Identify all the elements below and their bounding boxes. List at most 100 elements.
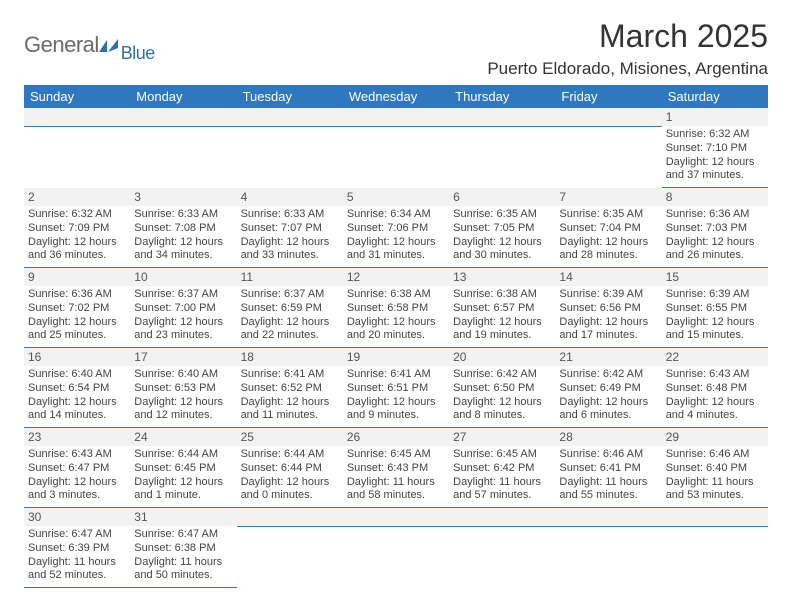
sunrise-text: Sunrise: 6:47 AM <box>28 528 126 542</box>
detail-row: Sunrise: 6:40 AMSunset: 6:54 PMDaylight:… <box>24 366 768 428</box>
sunset-text: Sunset: 7:10 PM <box>666 142 764 156</box>
day-detail-cell: Sunrise: 6:34 AMSunset: 7:06 PMDaylight:… <box>343 206 449 268</box>
day-number-cell: 22 <box>662 348 768 367</box>
day-detail-cell: Sunrise: 6:32 AMSunset: 7:10 PMDaylight:… <box>662 126 768 188</box>
daylight-text: Daylight: 12 hours and 31 minutes. <box>347 236 445 264</box>
day-number-cell: 1 <box>662 108 768 126</box>
day-number-cell <box>237 108 343 126</box>
day-number-cell: 24 <box>130 428 236 447</box>
sunrise-text: Sunrise: 6:37 AM <box>241 288 339 302</box>
sunset-text: Sunset: 7:09 PM <box>28 222 126 236</box>
daynum-row: 2345678 <box>24 188 768 207</box>
sunrise-text: Sunrise: 6:33 AM <box>134 208 232 222</box>
daylight-text: Daylight: 11 hours and 53 minutes. <box>666 476 764 504</box>
sunrise-text: Sunrise: 6:45 AM <box>453 448 551 462</box>
day-number-cell: 7 <box>555 188 661 207</box>
weekday-header: Saturday <box>662 85 768 108</box>
weekday-header: Friday <box>555 85 661 108</box>
day-detail-cell: Sunrise: 6:38 AMSunset: 6:58 PMDaylight:… <box>343 286 449 348</box>
sunrise-text: Sunrise: 6:34 AM <box>347 208 445 222</box>
day-detail-cell: Sunrise: 6:32 AMSunset: 7:09 PMDaylight:… <box>24 206 130 268</box>
weekday-header-row: Sunday Monday Tuesday Wednesday Thursday… <box>24 85 768 108</box>
day-number-cell: 19 <box>343 348 449 367</box>
day-number-cell <box>449 508 555 527</box>
day-number-cell: 23 <box>24 428 130 447</box>
sunset-text: Sunset: 7:08 PM <box>134 222 232 236</box>
daylight-text: Daylight: 12 hours and 20 minutes. <box>347 316 445 344</box>
daylight-text: Daylight: 12 hours and 4 minutes. <box>666 396 764 424</box>
sunset-text: Sunset: 6:45 PM <box>134 462 232 476</box>
sunrise-text: Sunrise: 6:40 AM <box>134 368 232 382</box>
day-number-cell <box>237 508 343 527</box>
sunset-text: Sunset: 7:06 PM <box>347 222 445 236</box>
sunrise-text: Sunrise: 6:43 AM <box>666 368 764 382</box>
sunset-text: Sunset: 6:50 PM <box>453 382 551 396</box>
weekday-header: Tuesday <box>237 85 343 108</box>
day-number-cell <box>24 108 130 126</box>
day-number-cell <box>555 508 661 527</box>
page-title: March 2025 <box>487 18 768 55</box>
sunrise-text: Sunrise: 6:32 AM <box>666 128 764 142</box>
day-detail-cell: Sunrise: 6:41 AMSunset: 6:51 PMDaylight:… <box>343 366 449 428</box>
daylight-text: Daylight: 11 hours and 52 minutes. <box>28 556 126 584</box>
day-number-cell: 14 <box>555 268 661 287</box>
day-detail-cell: Sunrise: 6:44 AMSunset: 6:44 PMDaylight:… <box>237 446 343 508</box>
day-number-cell: 9 <box>24 268 130 287</box>
day-number-cell: 17 <box>130 348 236 367</box>
sunrise-text: Sunrise: 6:38 AM <box>453 288 551 302</box>
day-detail-cell: Sunrise: 6:42 AMSunset: 6:49 PMDaylight:… <box>555 366 661 428</box>
sunrise-text: Sunrise: 6:36 AM <box>28 288 126 302</box>
day-number-cell: 26 <box>343 428 449 447</box>
daylight-text: Daylight: 12 hours and 12 minutes. <box>134 396 232 424</box>
sunrise-text: Sunrise: 6:37 AM <box>134 288 232 302</box>
sunset-text: Sunset: 6:58 PM <box>347 302 445 316</box>
daylight-text: Daylight: 12 hours and 28 minutes. <box>559 236 657 264</box>
daylight-text: Daylight: 11 hours and 55 minutes. <box>559 476 657 504</box>
daylight-text: Daylight: 12 hours and 11 minutes. <box>241 396 339 424</box>
sunrise-text: Sunrise: 6:43 AM <box>28 448 126 462</box>
daynum-row: 9101112131415 <box>24 268 768 287</box>
detail-row: Sunrise: 6:47 AMSunset: 6:39 PMDaylight:… <box>24 526 768 588</box>
weekday-header: Wednesday <box>343 85 449 108</box>
logo: General Blue <box>24 18 157 58</box>
day-number-cell <box>449 108 555 126</box>
sunrise-text: Sunrise: 6:38 AM <box>347 288 445 302</box>
detail-row: Sunrise: 6:43 AMSunset: 6:47 PMDaylight:… <box>24 446 768 508</box>
sunset-text: Sunset: 7:03 PM <box>666 222 764 236</box>
sunset-text: Sunset: 6:56 PM <box>559 302 657 316</box>
sunset-text: Sunset: 6:42 PM <box>453 462 551 476</box>
sunset-text: Sunset: 6:38 PM <box>134 542 232 556</box>
day-detail-cell: Sunrise: 6:46 AMSunset: 6:40 PMDaylight:… <box>662 446 768 508</box>
day-detail-cell <box>449 526 555 588</box>
day-detail-cell: Sunrise: 6:43 AMSunset: 6:48 PMDaylight:… <box>662 366 768 428</box>
daylight-text: Daylight: 12 hours and 37 minutes. <box>666 156 764 184</box>
day-number-cell: 2 <box>24 188 130 207</box>
daylight-text: Daylight: 12 hours and 22 minutes. <box>241 316 339 344</box>
day-number-cell <box>662 508 768 527</box>
day-detail-cell <box>555 126 661 188</box>
sunset-text: Sunset: 6:57 PM <box>453 302 551 316</box>
day-detail-cell: Sunrise: 6:43 AMSunset: 6:47 PMDaylight:… <box>24 446 130 508</box>
sunset-text: Sunset: 6:53 PM <box>134 382 232 396</box>
day-number-cell <box>130 108 236 126</box>
sunrise-text: Sunrise: 6:45 AM <box>347 448 445 462</box>
day-number-cell: 3 <box>130 188 236 207</box>
day-detail-cell: Sunrise: 6:40 AMSunset: 6:53 PMDaylight:… <box>130 366 236 428</box>
day-number-cell: 25 <box>237 428 343 447</box>
sunrise-text: Sunrise: 6:39 AM <box>666 288 764 302</box>
day-detail-cell: Sunrise: 6:45 AMSunset: 6:43 PMDaylight:… <box>343 446 449 508</box>
day-number-cell: 31 <box>130 508 236 527</box>
day-detail-cell: Sunrise: 6:36 AMSunset: 7:02 PMDaylight:… <box>24 286 130 348</box>
sunrise-text: Sunrise: 6:40 AM <box>28 368 126 382</box>
title-block: March 2025 Puerto Eldorado, Misiones, Ar… <box>487 18 768 79</box>
sunrise-text: Sunrise: 6:36 AM <box>666 208 764 222</box>
sunset-text: Sunset: 6:59 PM <box>241 302 339 316</box>
day-number-cell: 18 <box>237 348 343 367</box>
daylight-text: Daylight: 11 hours and 50 minutes. <box>134 556 232 584</box>
day-number-cell <box>343 508 449 527</box>
sunset-text: Sunset: 7:02 PM <box>28 302 126 316</box>
day-detail-cell: Sunrise: 6:35 AMSunset: 7:04 PMDaylight:… <box>555 206 661 268</box>
daylight-text: Daylight: 12 hours and 0 minutes. <box>241 476 339 504</box>
daylight-text: Daylight: 12 hours and 30 minutes. <box>453 236 551 264</box>
day-detail-cell: Sunrise: 6:39 AMSunset: 6:56 PMDaylight:… <box>555 286 661 348</box>
